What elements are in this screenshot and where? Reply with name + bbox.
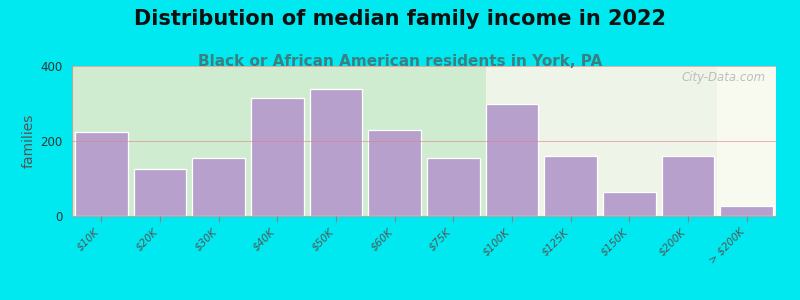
Bar bbox=[134, 169, 186, 216]
Bar bbox=[486, 66, 800, 216]
Bar bbox=[720, 206, 773, 216]
Bar bbox=[544, 156, 597, 216]
Bar bbox=[718, 66, 800, 216]
Text: City-Data.com: City-Data.com bbox=[682, 70, 766, 83]
Bar bbox=[251, 98, 304, 216]
Bar bbox=[75, 132, 128, 216]
Bar bbox=[603, 192, 656, 216]
Y-axis label: families: families bbox=[22, 114, 36, 168]
Bar bbox=[427, 158, 480, 216]
Text: Distribution of median family income in 2022: Distribution of median family income in … bbox=[134, 9, 666, 29]
Text: Black or African American residents in York, PA: Black or African American residents in Y… bbox=[198, 54, 602, 69]
Bar bbox=[368, 130, 421, 216]
Bar bbox=[192, 158, 245, 216]
Bar bbox=[310, 88, 362, 216]
Bar bbox=[486, 103, 538, 216]
Bar bbox=[662, 156, 714, 216]
